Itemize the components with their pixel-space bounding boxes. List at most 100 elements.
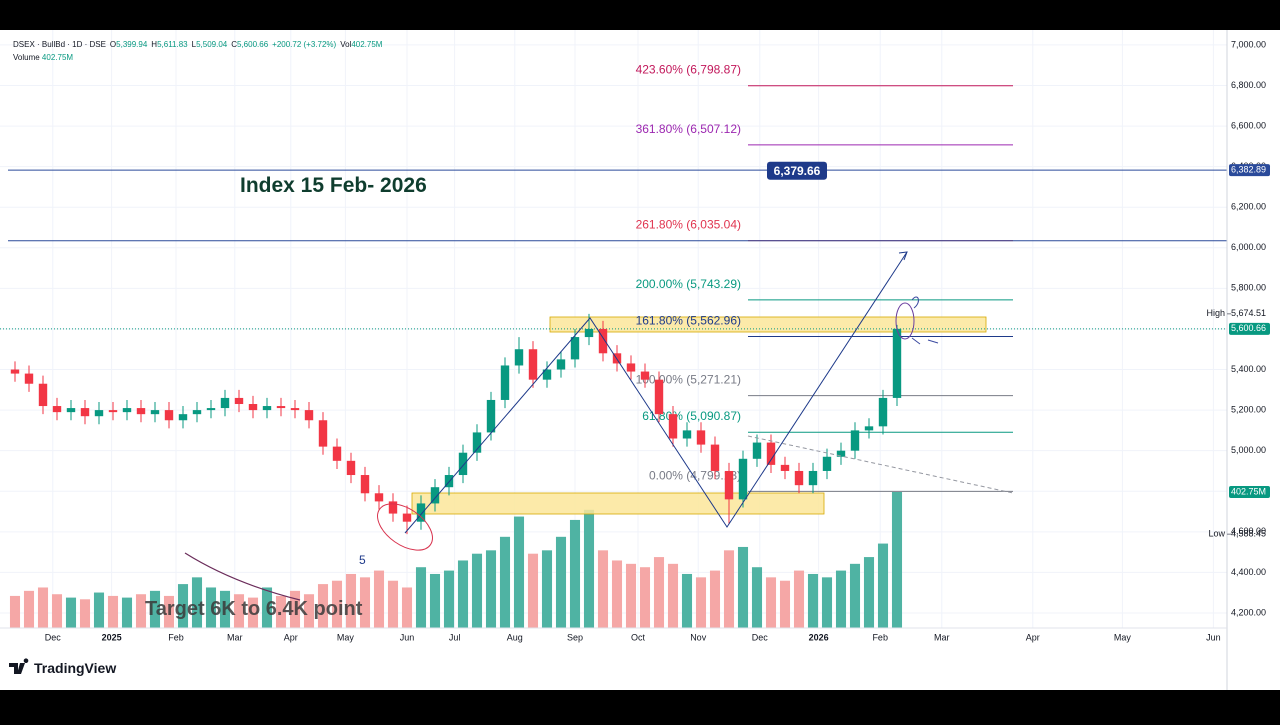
candle-body [654, 379, 664, 415]
volume-bar [79, 599, 91, 628]
volume-bar [695, 577, 707, 628]
volume-bar [751, 567, 763, 628]
candle-body [682, 430, 692, 439]
axis-marker-label: 402.75M [1231, 486, 1266, 496]
y-tick-label: 4,600.00 [1231, 526, 1266, 536]
legend-value: 5,600.66 [237, 40, 269, 49]
axis-marker-label: 6,382.89 [1231, 164, 1266, 174]
y-tick-label: 6,000.00 [1231, 242, 1266, 252]
axis-marker-label: 5,674.51 [1231, 308, 1266, 318]
volume-bar [261, 587, 273, 628]
candle-body [304, 410, 314, 421]
candle-body [808, 470, 818, 486]
candle-body [626, 363, 636, 372]
x-tick-label: Jun [400, 632, 415, 642]
y-tick-label: 4,400.00 [1231, 567, 1266, 577]
candle-body [528, 349, 538, 380]
volume-bar [23, 590, 35, 628]
x-tick-label: May [337, 632, 355, 642]
candle-body [10, 369, 20, 374]
volume-bar [457, 560, 469, 628]
candle-body [542, 369, 552, 380]
volume-bar [163, 595, 175, 628]
price-note-box [767, 161, 827, 180]
volume-bar [401, 587, 413, 628]
legend-value: 5,611.83 [157, 40, 188, 49]
volume-bar [513, 516, 525, 628]
volume-bar [639, 567, 651, 628]
volume-bar [849, 563, 861, 628]
volume-bar [247, 597, 259, 628]
candle-body [332, 446, 342, 461]
volume-bar [177, 584, 189, 628]
x-tick-label: Dec [45, 632, 62, 642]
volume-bar [499, 536, 511, 628]
title-note: Index 15 Feb- 2026 [240, 174, 427, 197]
wave-label: 5 [359, 553, 366, 567]
fib-label: 61.80% (5,090.87) [642, 409, 741, 423]
volume-bar [765, 577, 777, 628]
volume-bar [681, 573, 693, 628]
candle-body [822, 456, 832, 471]
candle-body [122, 408, 132, 413]
price-note-label: 6,379.66 [774, 164, 821, 178]
volume-legend-label: Volume [13, 53, 40, 62]
candle-body [24, 373, 34, 384]
y-tick-label: 5,400.00 [1231, 364, 1266, 374]
volume-bar [597, 550, 609, 628]
x-tick-label: Aug [507, 632, 523, 642]
candle-body [178, 414, 188, 421]
x-tick-label: Jul [449, 632, 461, 642]
candle-body [360, 475, 370, 494]
volume-bar [807, 573, 819, 628]
legend-value: 5,399.94 [116, 40, 148, 49]
volume-bar [345, 573, 357, 628]
x-tick-label: 2025 [102, 632, 122, 642]
candle-body [402, 513, 412, 522]
x-tick-label: Feb [872, 632, 888, 642]
candle-body [780, 464, 790, 471]
dashed-trend [747, 435, 1014, 494]
candle-body [262, 406, 272, 411]
volume-bar [233, 594, 245, 628]
volume-bar [723, 550, 735, 628]
volume-bar [611, 560, 623, 628]
support-zone [411, 492, 825, 515]
candle-body [766, 442, 776, 465]
hand-marks [911, 296, 939, 345]
volume-bar [541, 550, 553, 628]
legend-key: C [231, 40, 237, 49]
legend-key: Vol [340, 40, 351, 49]
horizontal-lines [0, 169, 1227, 330]
candle-body [710, 444, 720, 471]
volume-bar [891, 491, 903, 628]
candle-body [346, 460, 356, 476]
volume-bar [835, 570, 847, 628]
volume-bar [135, 594, 147, 628]
low-circle [377, 503, 433, 551]
volume-bar [485, 550, 497, 628]
x-tick-label: Jun [1206, 632, 1221, 642]
candle-body [192, 410, 202, 415]
volume-bar [373, 570, 385, 628]
candle-body [220, 397, 230, 409]
arrow-head [898, 251, 908, 261]
volume-bar [555, 536, 567, 628]
x-tick-label: Mar [227, 632, 243, 642]
y-tick-label: 5,200.00 [1231, 404, 1266, 414]
volume-bar [877, 543, 889, 628]
legend-value: +200.72 (+3.72%) [272, 40, 336, 49]
volume-bar [289, 590, 301, 628]
fib-label: 423.60% (6,798.87) [636, 63, 741, 77]
candle-body [276, 406, 286, 409]
candle-body [570, 337, 580, 360]
x-tick-label: Nov [690, 632, 707, 642]
candle-body [206, 408, 216, 411]
axes: 7,000.006,800.006,600.006,400.006,200.00… [45, 39, 1270, 642]
volume-bar [583, 509, 595, 628]
volume-bar [331, 580, 343, 628]
candle-body [66, 408, 76, 413]
x-tick-label: Sep [567, 632, 583, 642]
volume-bar [303, 594, 315, 628]
